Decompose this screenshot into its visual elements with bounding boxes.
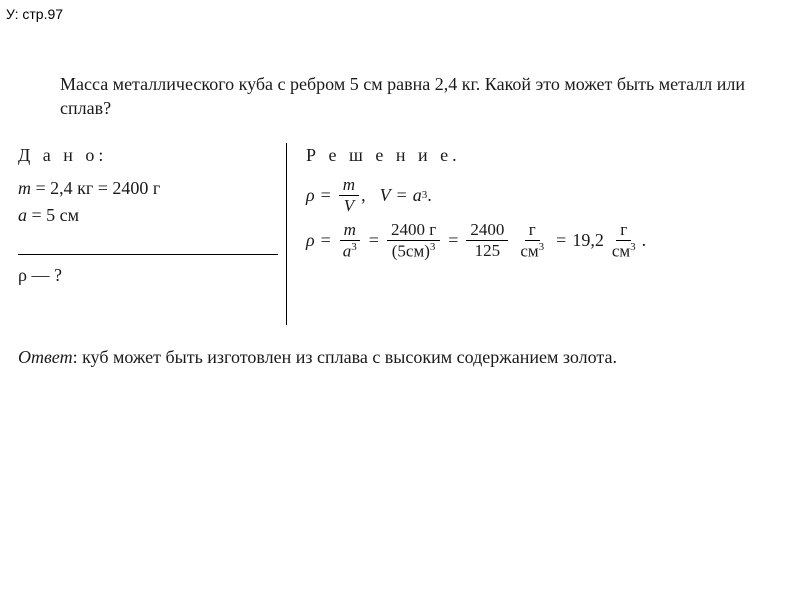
edge-var: a [18,205,27,225]
frac-den-5cm: (5см) [392,241,430,260]
given-rule [18,254,278,255]
a-symbol: a [413,185,422,206]
frac-num-m2: m [344,220,356,239]
edge-value: = 5 см [27,205,79,225]
fraction-2400-125: 2400 125 [466,221,508,260]
unit-den-cm: см [520,241,538,260]
fraction-2400g: 2400 г (5см)3 [387,221,440,260]
equation-row-1: ρ = m V , V = a3 . [306,176,780,215]
equals-sign-5: = [448,230,458,251]
rho-symbol-2: ρ [306,230,315,251]
equation-row-2: ρ = m a3 = 2400 г (5см)3 = 2400 125 [306,221,780,260]
page-reference: У: стр.97 [6,6,63,22]
given-edge: a = 5 см [18,205,268,226]
comma: , [361,185,366,206]
answer-block: Ответ: куб может быть изготовлен из спла… [18,345,760,369]
rho-symbol: ρ [306,185,315,206]
solution-column: Р е ш е н и е. ρ = m V , V = a3 . ρ = [306,145,780,266]
frac-num-m: m [343,175,355,194]
mass-var: m [18,178,31,198]
mass-value: = 2,4 кг = 2400 г [31,178,160,198]
final-period: . [642,230,647,251]
problem-statement: Масса металлического куба с ребром 5 см … [60,72,760,121]
equals-sign: = [321,185,331,206]
result-unit-den: см [612,241,630,260]
given-mass: m = 2,4 кг = 2400 г [18,178,268,199]
unit-g-cm3: г см3 [516,221,548,260]
fraction-m-over-v: m V [339,176,359,215]
frac-den-125: 125 [471,241,505,260]
worked-solution-block: Д а н о: m = 2,4 кг = 2400 г a = 5 см ρ … [18,145,780,325]
frac-den-v: V [344,196,354,215]
unit-den-cm-exp: 3 [539,241,545,253]
find-line: ρ — ? [18,265,268,286]
frac-num-2400g: 2400 г [387,221,440,241]
given-column: Д а н о: m = 2,4 кг = 2400 г a = 5 см ρ … [18,145,268,286]
vertical-divider [286,143,287,325]
solution-heading: Р е ш е н и е. [306,145,780,166]
result-value: 19,2 [572,230,604,251]
equals-sign-6: = [556,230,566,251]
result-unit: г см3 [608,221,640,260]
equals-sign-4: = [369,230,379,251]
period: . [427,185,432,206]
equals-sign-2: = [397,185,407,206]
frac-den-a-exp: 3 [351,241,357,253]
given-heading: Д а н о: [18,145,268,166]
frac-num-2400: 2400 [466,221,508,241]
result-unit-num: г [616,221,631,241]
v-symbol: V [380,185,391,206]
answer-body: : куб может быть изготовлен из сплава с … [73,347,617,367]
frac-den-5cm-exp: 3 [430,241,436,253]
answer-lead: Ответ [18,347,73,367]
result-unit-den-exp: 3 [630,241,636,253]
equals-sign-3: = [321,230,331,251]
unit-num-g: г [525,221,540,241]
fraction-m-over-a3: m a3 [339,221,361,260]
